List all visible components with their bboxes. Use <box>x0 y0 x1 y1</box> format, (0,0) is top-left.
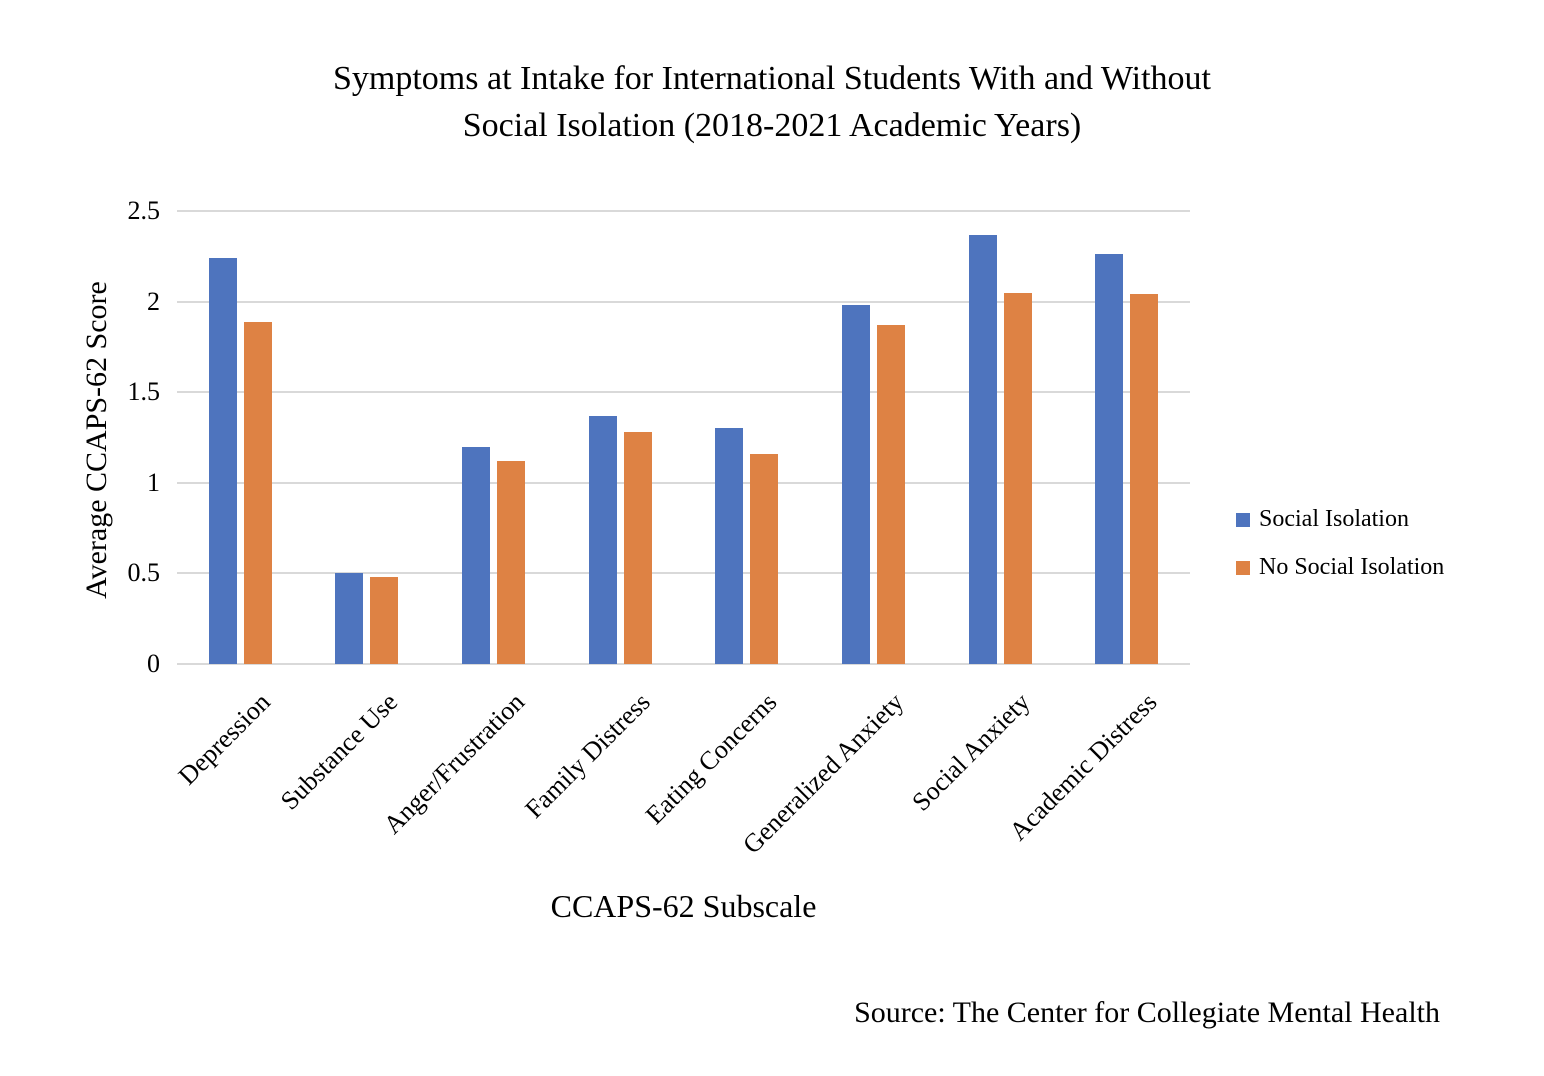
legend: Social Isolation No Social Isolation <box>1236 506 1444 581</box>
legend-item-social-isolation: Social Isolation <box>1236 506 1444 533</box>
bar-social-isolation-eating-concerns <box>715 428 743 664</box>
legend-swatch-social-isolation-icon <box>1236 512 1250 527</box>
bar-social-isolation-family-distress <box>589 416 617 664</box>
bar-no-social-isolation-social-anxiety <box>1004 293 1032 664</box>
bar-no-social-isolation-anger-frustration <box>497 461 525 664</box>
y-tick-label: 1.5 <box>127 377 161 406</box>
bar-social-isolation-depression <box>209 258 237 664</box>
bar-social-isolation-generalized-anxiety <box>842 305 870 664</box>
x-axis-label-anger-frustration: Anger/Frustration <box>377 687 530 840</box>
chart-title-line-2: Social Isolation (2018-2021 Academic Yea… <box>462 107 1082 144</box>
y-tick-label: 0 <box>147 649 160 678</box>
y-tick-label: 1 <box>147 468 160 497</box>
legend-label-social-isolation: Social Isolation <box>1259 506 1409 532</box>
gridline <box>177 572 1190 574</box>
y-tick-label: 2.5 <box>127 196 161 225</box>
gridline <box>177 391 1190 393</box>
source-note: Source: The Center for Collegiate Mental… <box>854 996 1440 1029</box>
legend-item-no-social-isolation: No Social Isolation <box>1236 554 1444 581</box>
legend-label-no-social-isolation: No Social Isolation <box>1259 554 1445 580</box>
bar-social-isolation-anger-frustration <box>462 447 490 664</box>
bar-no-social-isolation-depression <box>244 322 272 664</box>
chart-title-line-1: Symptoms at Intake for International Stu… <box>333 60 1211 97</box>
plot-area <box>177 210 1190 665</box>
bar-social-isolation-social-anxiety <box>969 235 997 664</box>
bar-no-social-isolation-family-distress <box>624 432 652 664</box>
y-axis-title: Average CCAPS-62 Score <box>80 281 113 599</box>
legend-swatch-no-social-isolation-icon <box>1236 560 1250 575</box>
gridline <box>177 210 1190 212</box>
chart-title: Symptoms at Intake for International Stu… <box>0 55 1544 149</box>
bar-no-social-isolation-substance-use <box>370 577 398 664</box>
x-axis-label-depression: Depression <box>172 687 276 791</box>
bar-social-isolation-academic-distress <box>1095 254 1123 664</box>
gridline <box>177 482 1190 484</box>
bar-no-social-isolation-eating-concerns <box>750 454 778 664</box>
x-axis-title: CCAPS-62 Subscale <box>550 888 817 924</box>
x-axis-label-substance-use: Substance Use <box>274 687 403 816</box>
gridline <box>177 301 1190 303</box>
x-axis-label-eating-concerns: Eating Concerns <box>640 687 783 830</box>
x-axis-baseline <box>177 663 1190 665</box>
x-axis-label-family-distress: Family Distress <box>519 687 656 824</box>
bar-no-social-isolation-generalized-anxiety <box>877 325 905 664</box>
y-tick-label: 0.5 <box>127 558 161 587</box>
x-axis-label-social-anxiety: Social Anxiety <box>906 687 1036 817</box>
bar-no-social-isolation-academic-distress <box>1130 294 1158 664</box>
y-tick-label: 2 <box>147 287 160 316</box>
bar-social-isolation-substance-use <box>335 573 363 664</box>
